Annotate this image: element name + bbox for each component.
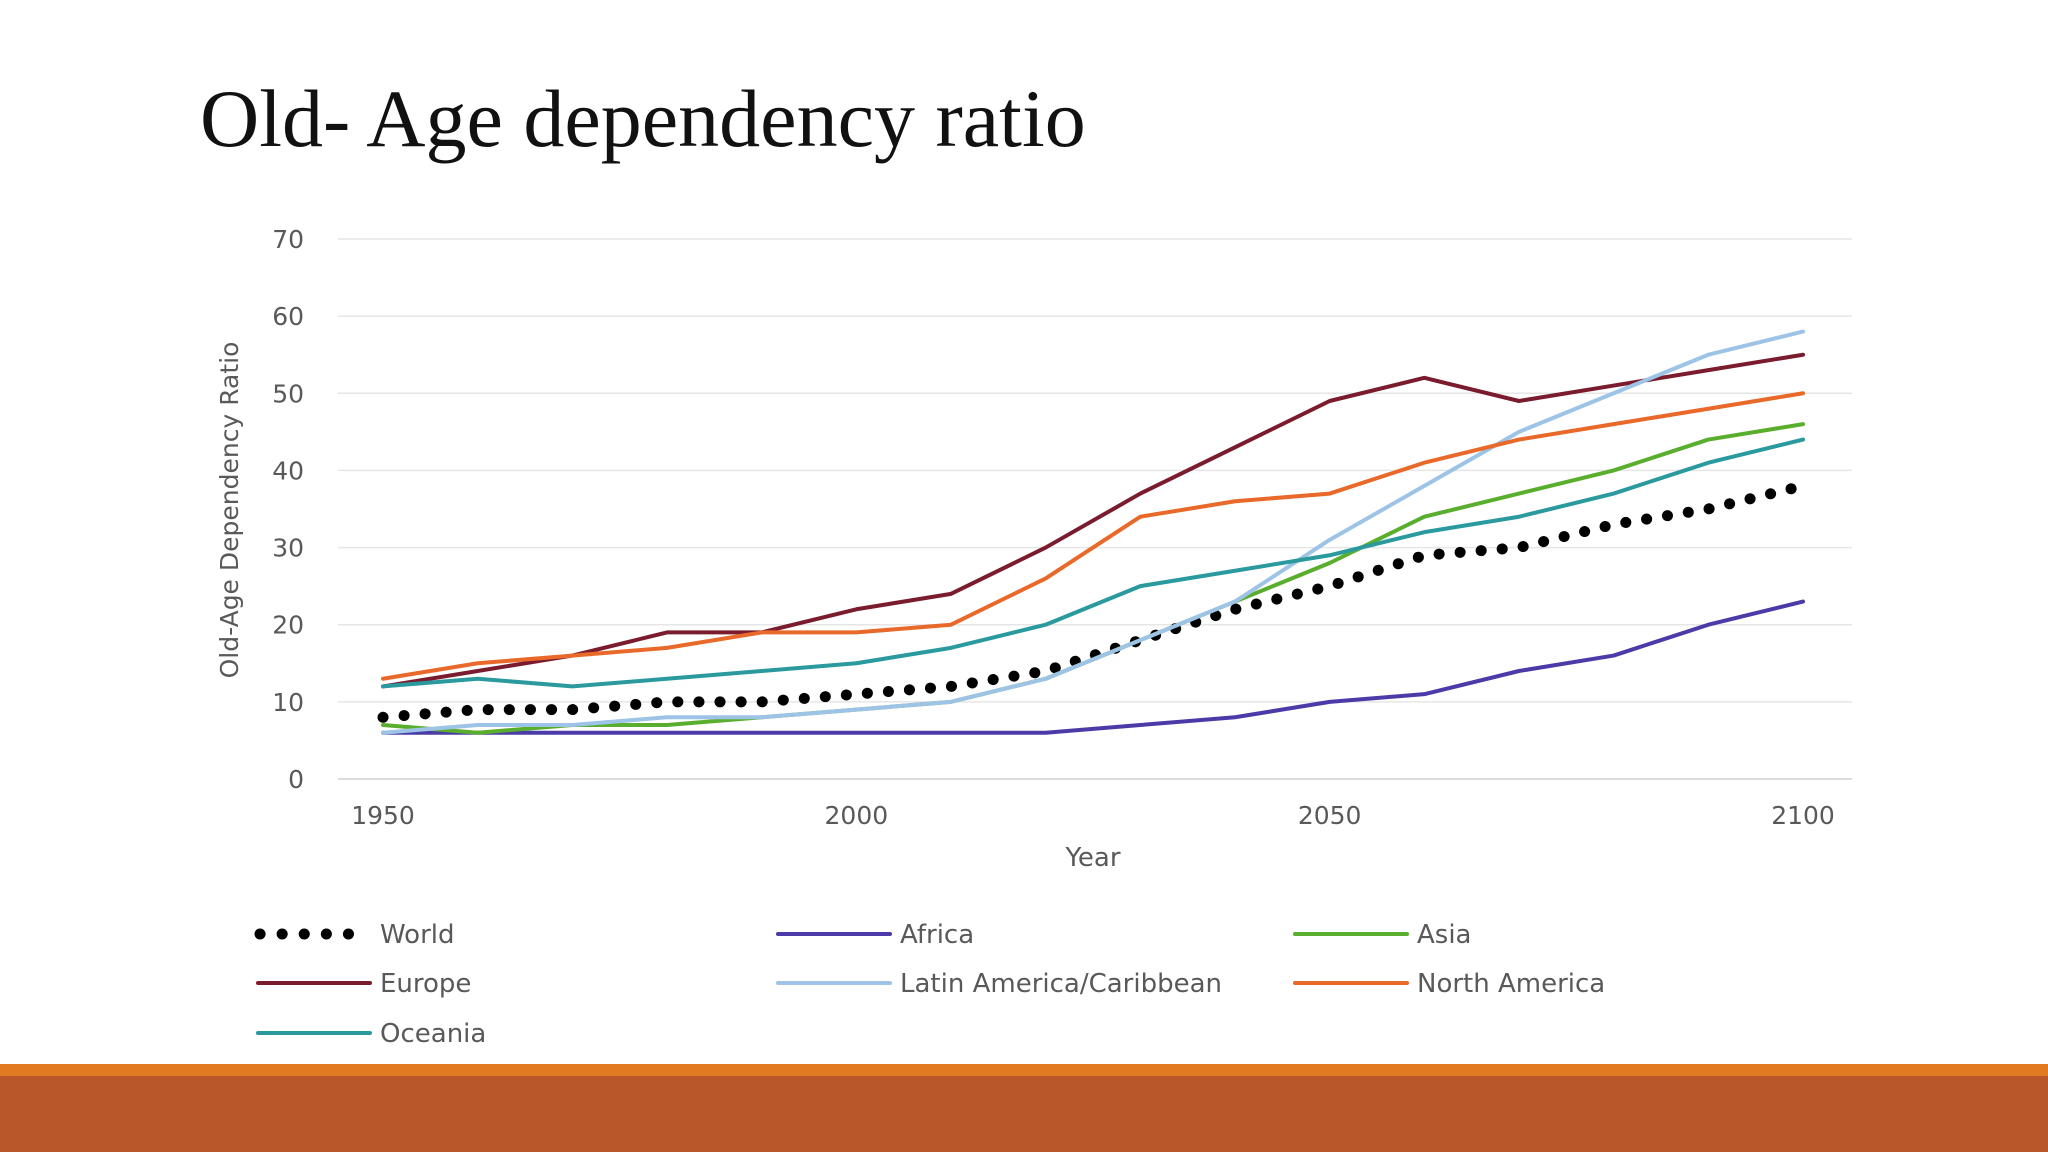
y-tick-label-10: 10	[272, 688, 304, 717]
series-line-oceania	[381, 437, 1805, 689]
y-tick-label-70: 70	[272, 225, 304, 254]
slide-title: Old- Age dependency ratio	[200, 73, 1086, 164]
x-axis-ticks: 1950 2000 2050 2100	[351, 801, 1835, 830]
legend-label-north-america: North America	[1417, 969, 1605, 999]
series-line-latin-america-caribbean	[381, 329, 1805, 735]
footer-bar	[0, 1076, 2048, 1152]
legend: World Africa Asia Europe Latin America/Carib…	[254, 920, 1605, 1049]
dependency-ratio-chart: 0 10 20 30 40 50 60 70 1950 2000 2050 2100 Year Ol…	[215, 225, 1852, 1049]
series-line-africa	[381, 599, 1805, 735]
series-lines	[377, 329, 1809, 735]
legend-label-oceania: Oceania	[380, 1019, 486, 1049]
x-axis-label: Year	[1064, 843, 1120, 873]
footer-accent-bar	[0, 1064, 2048, 1076]
x-tick-label-2000: 2000	[825, 801, 889, 830]
series-line-north-america	[381, 391, 1805, 681]
legend-label-asia: Asia	[1417, 920, 1472, 950]
legend-label-europe: Europe	[380, 969, 471, 999]
y-axis-label: Old-Age Dependency Ratio	[215, 342, 244, 679]
x-tick-label-2100: 2100	[1771, 801, 1835, 830]
y-tick-label-60: 60	[272, 302, 304, 331]
y-tick-label-40: 40	[272, 456, 304, 485]
y-axis-ticks: 0 10 20 30 40 50 60 70	[272, 225, 304, 794]
y-tick-label-0: 0	[288, 765, 304, 794]
legend-label-world: World	[380, 920, 455, 950]
gridlines	[338, 238, 1852, 780]
y-tick-label-50: 50	[272, 379, 304, 408]
y-tick-label-30: 30	[272, 534, 304, 563]
x-tick-label-1950: 1950	[351, 801, 415, 830]
legend-label-latin-america-caribbean: Latin America/Caribbean	[900, 969, 1222, 999]
series-line-world	[377, 480, 1809, 723]
x-tick-label-2050: 2050	[1298, 801, 1362, 830]
y-tick-label-20: 20	[272, 611, 304, 640]
series-line-europe	[381, 352, 1805, 689]
legend-label-africa: Africa	[900, 920, 974, 950]
